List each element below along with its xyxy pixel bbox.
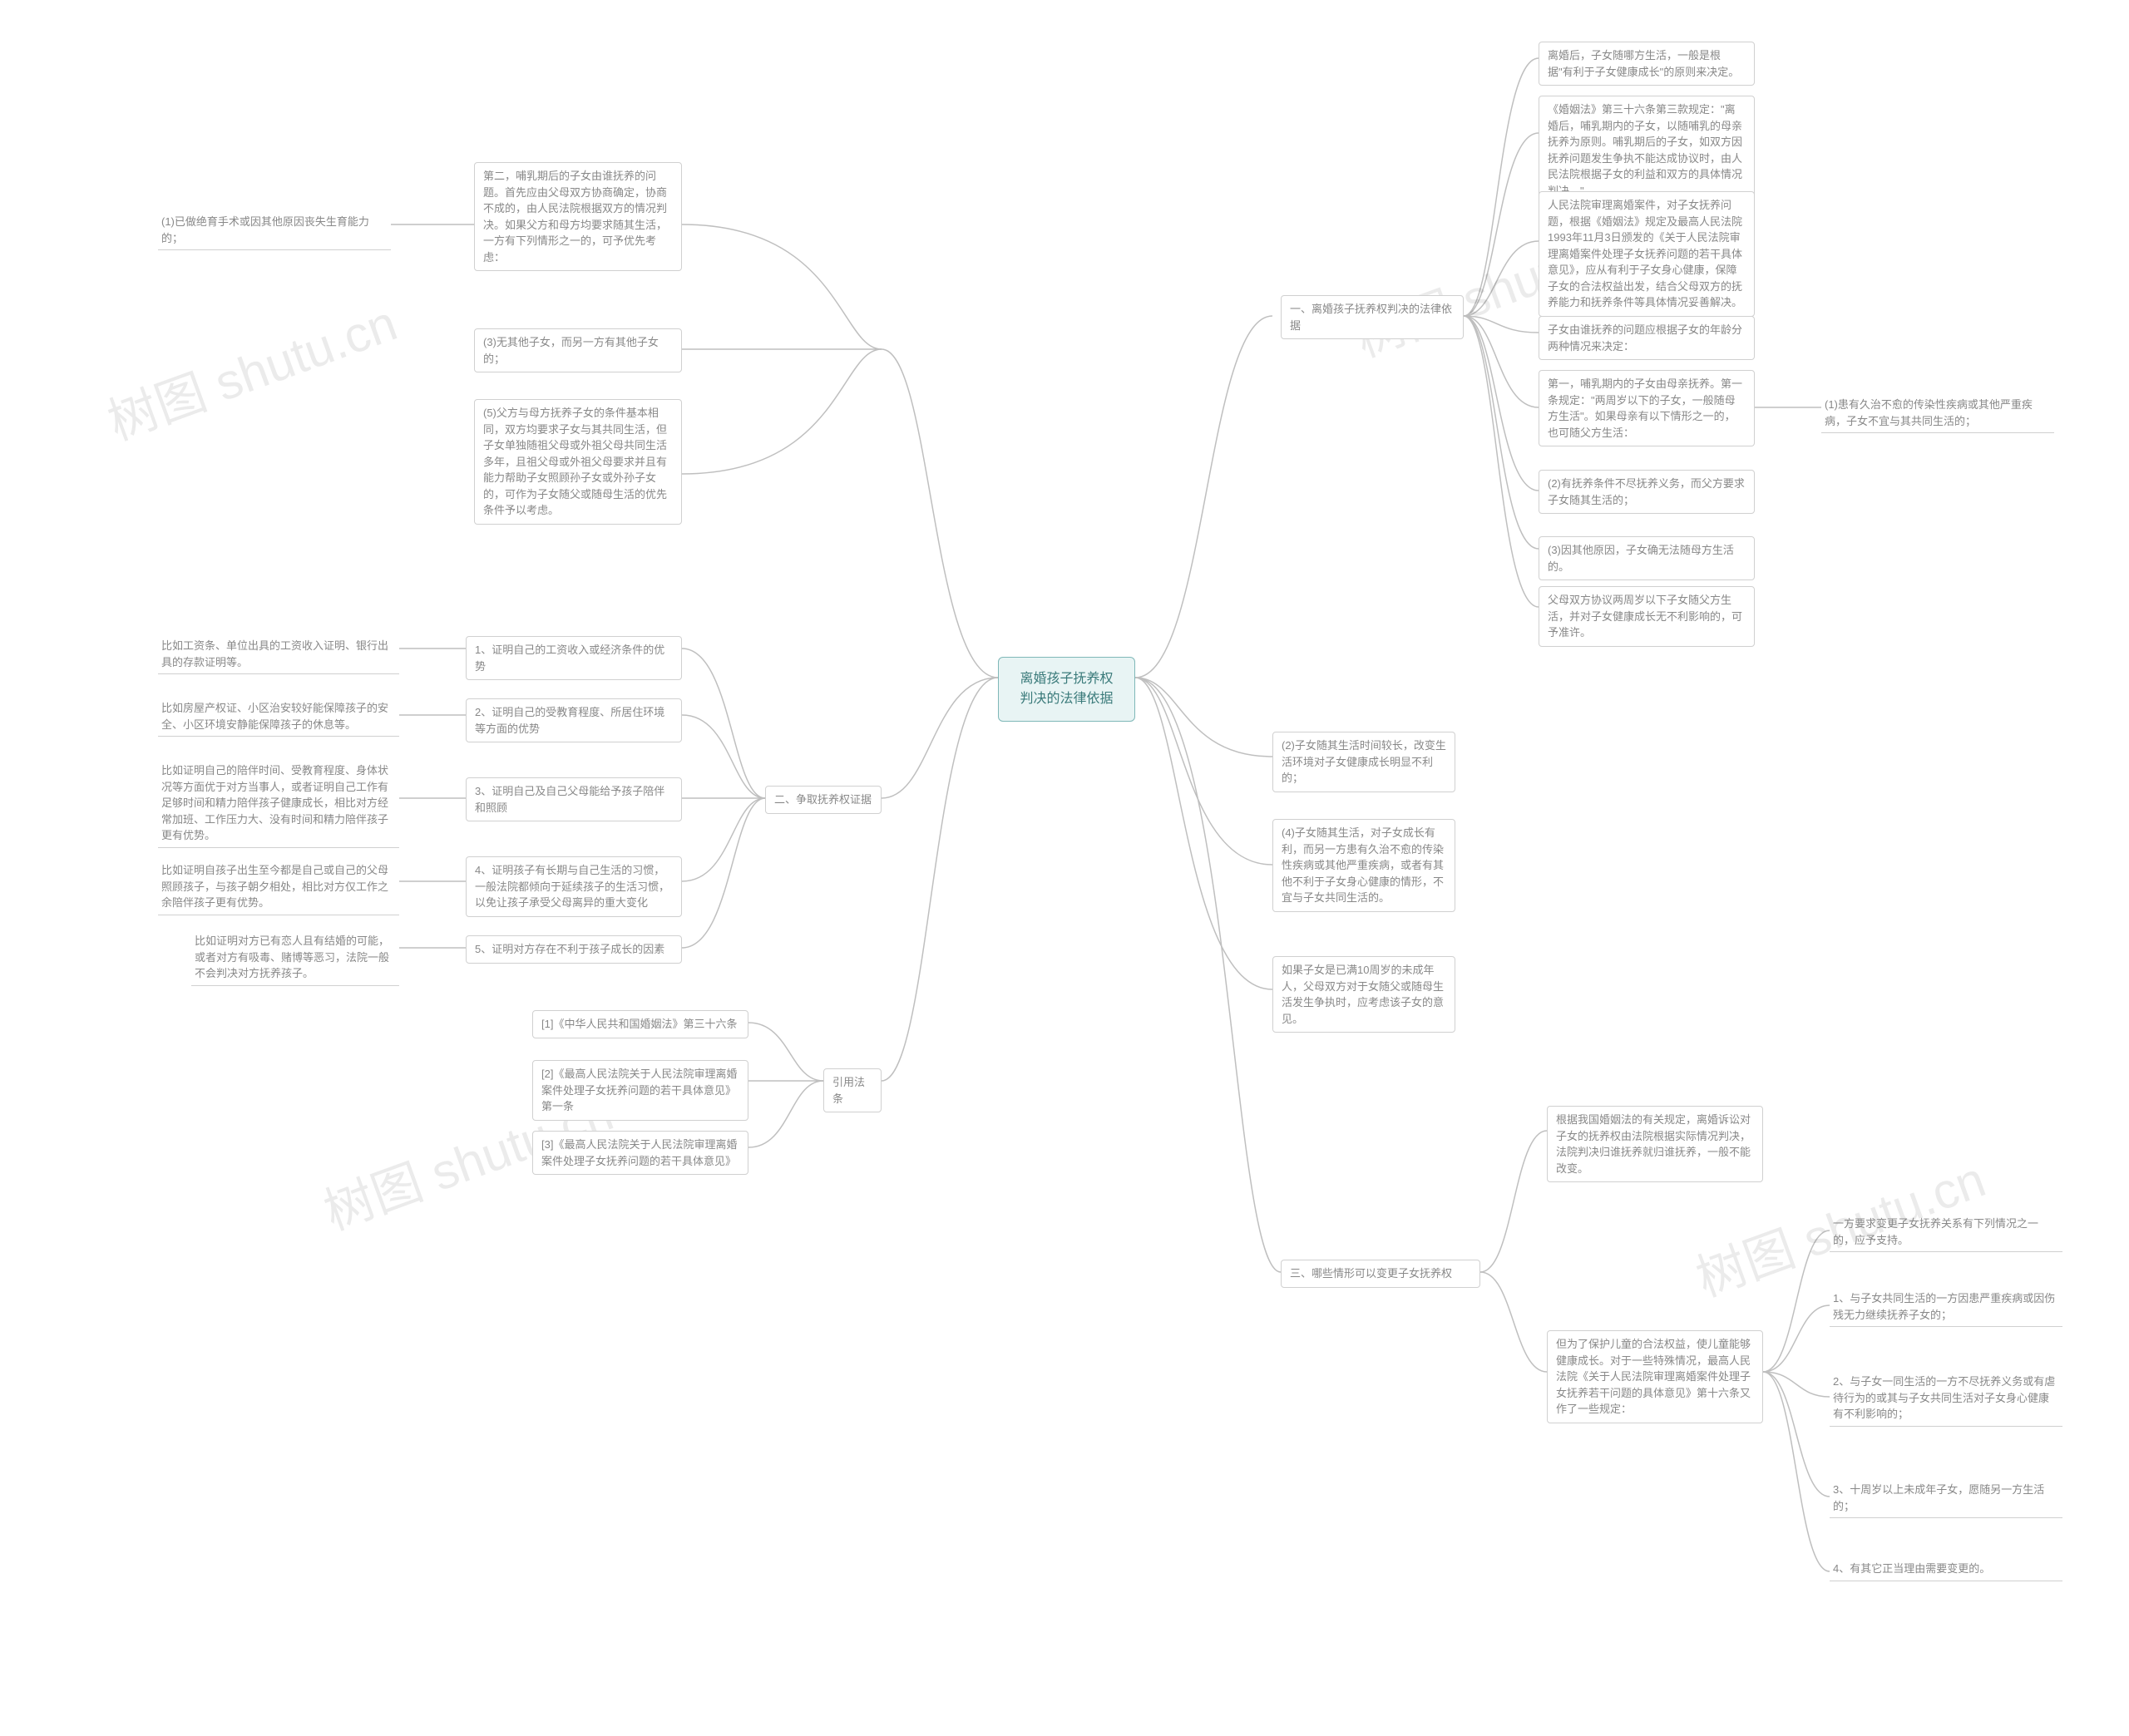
r1-child-5[interactable]: (2)有抚养条件不尽抚养义务，而父方要求子女随其生活的； <box>1539 470 1755 514</box>
l2-child-2[interactable]: 3、证明自己及自己父母能给予孩子陪伴和照顾 <box>466 777 682 821</box>
left-top-2[interactable]: (5)父方与母方抚养子女的条件基本相同，双方均要求子女与其共同生活，但子女单独随… <box>474 399 682 525</box>
r1-child-0[interactable]: 离婚后，子女随哪方生活，一般是根据"有利于子女健康成长"的原则来决定。 <box>1539 42 1755 86</box>
l2-child-1-leaf: 比如房屋产权证、小区治安较好能保障孩子的安全、小区环境安静能保障孩子的休息等。 <box>158 698 399 737</box>
l2-child-2-leaf: 比如证明自己的陪伴时间、受教育程度、身体状况等方面优于对方当事人，或者证明自己工… <box>158 761 399 848</box>
cite-1[interactable]: [2]《最高人民法院关于人民法院审理离婚案件处理子女抚养问题的若干具体意见》第一… <box>532 1060 748 1121</box>
cite-0[interactable]: [1]《中华人民共和国婚姻法》第三十六条 <box>532 1010 748 1038</box>
r1-child-4[interactable]: 第一，哺乳期内的子女由母亲抚养。第一条规定："两周岁以下的子女，一般随母方生活"… <box>1539 370 1755 446</box>
r5-c1-4: 4、有其它正当理由需要变更的。 <box>1830 1559 2062 1581</box>
root-node[interactable]: 离婚孩子抚养权判决的法律依据 <box>998 657 1135 722</box>
mindmap-canvas: 树图 shutu.cn 树图 shutu.cn 树图 shutu.cn 树图 s… <box>0 0 2129 1736</box>
l2-child-1[interactable]: 2、证明自己的受教育程度、所居住环境等方面的优势 <box>466 698 682 742</box>
left-top-0-leaf: (1)已做绝育手术或因其他原因丧失生育能力的； <box>158 212 391 250</box>
l2-child-0-leaf: 比如工资条、单位出具的工资收入证明、银行出具的存款证明等。 <box>158 636 399 674</box>
branch-right-4[interactable]: 如果子女是已满10周岁的未成年人，父母双方对于女随父或随母生活发生争执时，应考虑… <box>1272 956 1455 1033</box>
r1-child-3[interactable]: 子女由谁抚养的问题应根据子女的年龄分两种情况来决定： <box>1539 316 1755 360</box>
r5-c1-2: 2、与子女一同生活的一方不尽抚养义务或有虐待行为的或其与子女共同生活对子女身心健… <box>1830 1372 2062 1427</box>
r5-child-0[interactable]: 根据我国婚姻法的有关规定，离婚诉讼对子女的抚养权由法院根据实际情况判决，法院判决… <box>1547 1106 1763 1182</box>
branch-right-5[interactable]: 三、哪些情形可以变更子女抚养权 <box>1281 1260 1480 1288</box>
r1-child-4-leaf: (1)患有久治不愈的传染性疾病或其他严重疾病，子女不宜与其共同生活的； <box>1821 395 2054 433</box>
r1-child-1[interactable]: 《婚姻法》第三十六条第三款规定："离婚后，哺乳期内的子女，以随哺乳的母亲抚养为原… <box>1539 96 1755 205</box>
r5-c1-0: 一方要求变更子女抚养关系有下列情况之一的，应予支持。 <box>1830 1214 2062 1252</box>
r1-child-2[interactable]: 人民法院审理离婚案件，对子女抚养问题，根据《婚姻法》规定及最高人民法院1993年… <box>1539 191 1755 317</box>
left-top-0[interactable]: 第二，哺乳期后的子女由谁抚养的问题。首先应由父母双方协商确定，协商不成的，由人民… <box>474 162 682 271</box>
r5-c1-3: 3、十周岁以上未成年子女，愿随另一方生活的； <box>1830 1480 2062 1518</box>
r1-child-6[interactable]: (3)因其他原因，子女确无法随母方生活的。 <box>1539 536 1755 580</box>
cite-2[interactable]: [3]《最高人民法院关于人民法院审理离婚案件处理子女抚养问题的若干具体意见》 <box>532 1131 748 1175</box>
l2-child-0[interactable]: 1、证明自己的工资收入或经济条件的优势 <box>466 636 682 680</box>
l2-child-3-leaf: 比如证明自孩子出生至今都是自己或自己的父母照顾孩子，与孩子朝夕相处，相比对方仅工… <box>158 861 399 915</box>
branch-right-2[interactable]: (2)子女随其生活时间较长，改变生活环境对子女健康成长明显不利的； <box>1272 732 1455 792</box>
l2-child-4[interactable]: 5、证明对方存在不利于孩子成长的因素 <box>466 935 682 964</box>
watermark: 树图 shutu.cn <box>96 283 405 454</box>
l2-child-4-leaf: 比如证明对方已有恋人且有结婚的可能，或者对方有吸毒、赌博等恶习，法院一般不会判决… <box>191 931 399 986</box>
l2-child-3[interactable]: 4、证明孩子有长期与自己生活的习惯，一般法院都倾向于延续孩子的生活习惯，以免让孩… <box>466 856 682 917</box>
branch-left-2[interactable]: 二、争取抚养权证据 <box>765 786 882 814</box>
branch-right-3[interactable]: (4)子女随其生活，对子女成长有利，而另一方患有久治不愈的传染性疾病或其他严重疾… <box>1272 819 1455 912</box>
left-top-1[interactable]: (3)无其他子女，而另一方有其他子女的； <box>474 328 682 372</box>
branch-left-citations[interactable]: 引用法条 <box>823 1068 882 1112</box>
r5-child-1[interactable]: 但为了保护儿童的合法权益，使儿童能够健康成长。对于一些特殊情况，最高人民法院《关… <box>1547 1330 1763 1423</box>
r1-child-7[interactable]: 父母双方协议两周岁以下子女随父方生活，并对子女健康成长无不利影响的，可予准许。 <box>1539 586 1755 647</box>
branch-right-1[interactable]: 一、离婚孩子抚养权判决的法律依据 <box>1281 295 1464 339</box>
r5-c1-1: 1、与子女共同生活的一方因患严重疾病或因伤残无力继续抚养子女的； <box>1830 1289 2062 1327</box>
